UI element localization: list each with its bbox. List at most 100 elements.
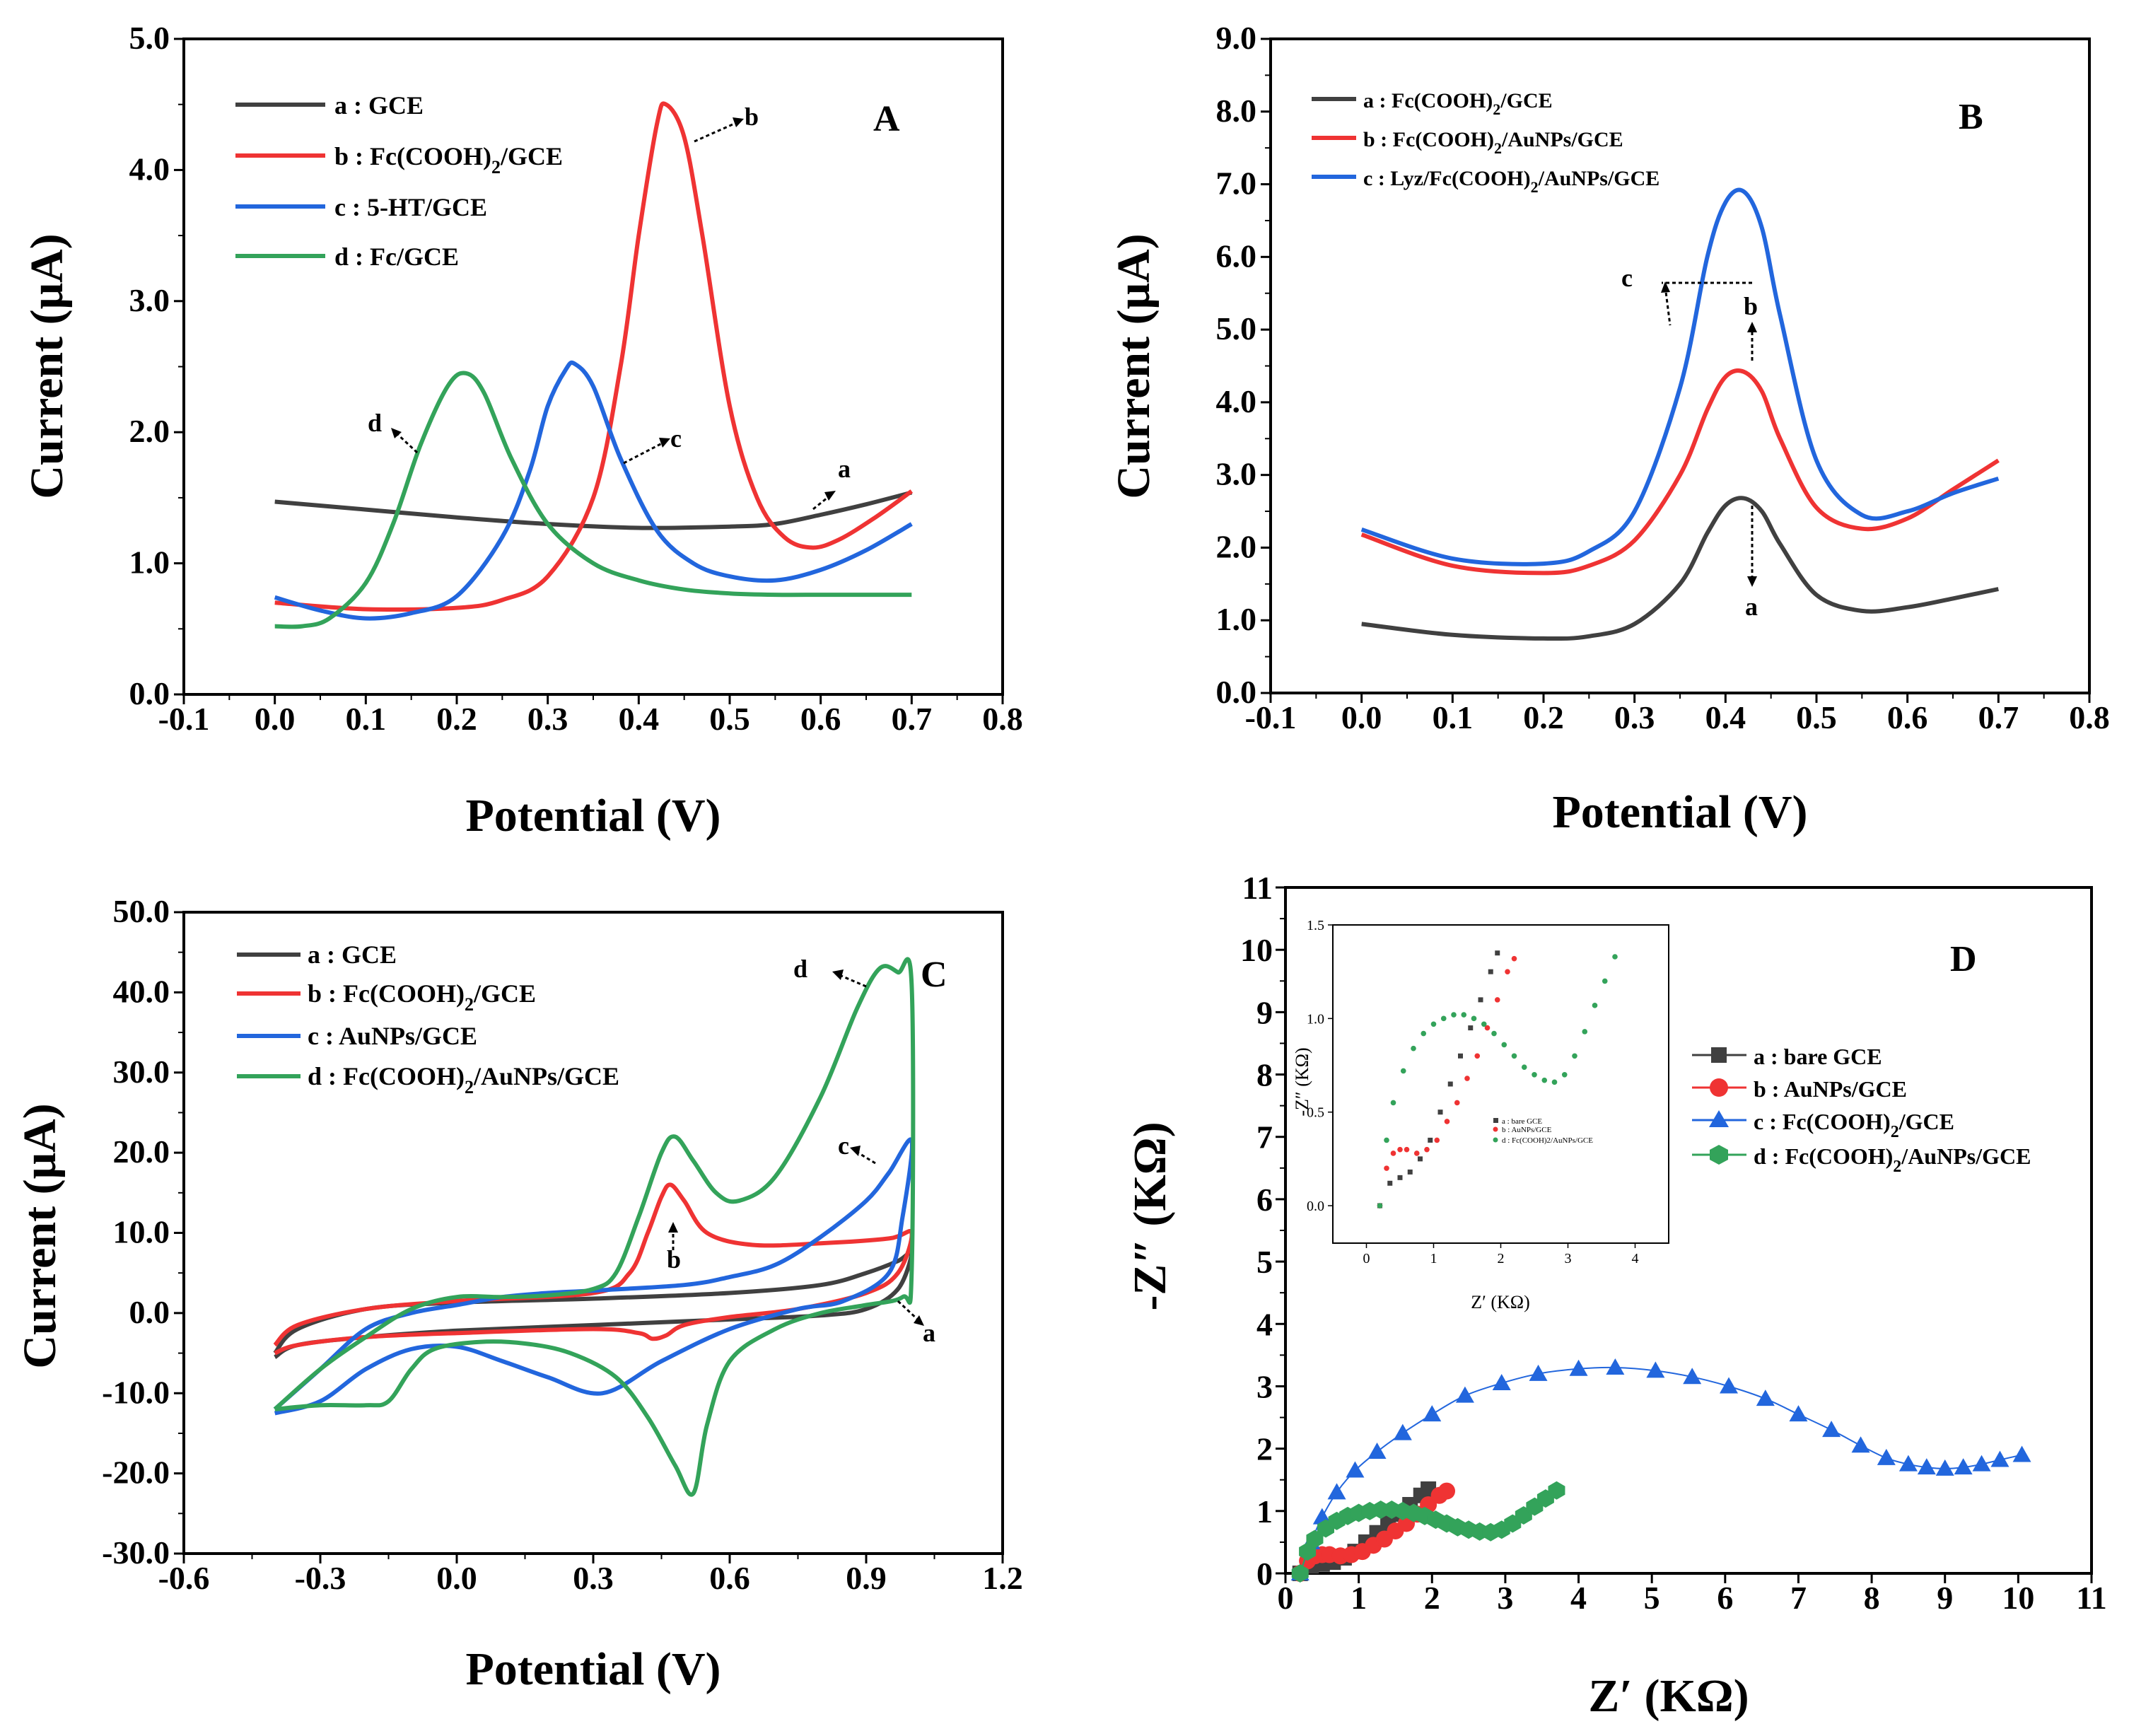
panel-c-annotation-d: d: [793, 955, 807, 983]
y-tick-label: 20.0: [113, 1134, 170, 1170]
data-point: [1789, 1405, 1808, 1422]
panel-d-inset-x-axis-title: Z′ (KΩ): [1471, 1292, 1529, 1312]
inset-data-point: [1434, 1137, 1440, 1143]
inset-data-point: [1501, 1042, 1507, 1048]
inset-data-point: [1464, 1076, 1470, 1081]
y-tick-label: 5.0: [129, 20, 170, 56]
inset-data-point: [1491, 1030, 1497, 1037]
panel-a-annotations: b c a d: [368, 103, 851, 511]
x-tick-label: 7: [1790, 1580, 1807, 1616]
x-tick-label: -0.6: [158, 1560, 210, 1596]
inset-data-point: [1561, 1071, 1568, 1078]
series-line-c: [1360, 187, 2000, 566]
x-tick-label: 0: [1278, 1580, 1294, 1616]
x-tick-label: -0.1: [158, 701, 210, 737]
y-tick-label: -10.0: [102, 1374, 170, 1410]
data-point: [1935, 1459, 1954, 1476]
inset-data-point: [1481, 1021, 1487, 1027]
panel-b-legend: a : Fc(COOH)2/GCE b : Fc(COOH)2/AuNPs/GC…: [1312, 89, 1660, 196]
panel-d-legend: a : bare GCE b : AuNPs/GCE c : Fc(COOH)2…: [1692, 1044, 2031, 1176]
x-tick-label: 9: [1937, 1580, 1953, 1616]
panel-a-legend-label-d: d : Fc/GCE: [334, 243, 459, 271]
x-tick-label: 0.3: [573, 1560, 614, 1596]
panel-d-inset-frame: [1332, 924, 1669, 1244]
x-tick-label: 0.5: [709, 701, 750, 737]
panel-d-legend-label-b: b : AuNPs/GCE: [1754, 1076, 1907, 1102]
inset-data-point: [1505, 969, 1510, 974]
panel-d-legend-entry-a: a : bare GCE: [1692, 1044, 1882, 1069]
series-line-c: [274, 360, 913, 621]
y-tick-label: 5.0: [1216, 310, 1257, 346]
panel-a: -0.1 0.0 0.1 0.2 0.3 0.4 0.5 0.6 0.7 0.8 0.01.02.…: [21, 20, 1023, 841]
data-point: [1683, 1368, 1702, 1385]
inset-data-point: [1447, 1081, 1453, 1087]
panel-b-y-axis-title: Current (μA): [1108, 233, 1160, 499]
x-tick-label: 0.2: [436, 701, 477, 737]
panel-a-legend-label-a: a : GCE: [334, 91, 424, 120]
panel-c-legend: a : GCE b : Fc(COOH)2/GCE c : AuNPs/GCE …: [237, 940, 619, 1097]
y-tick-label: 7.0: [1216, 165, 1257, 202]
data-point: [1393, 1423, 1412, 1440]
panel-b-annotations: c b a: [1621, 264, 1758, 621]
panel-d-inset-legend-label-b: b : AuNPs/GCE: [1502, 1126, 1552, 1134]
inset-data-point: [1390, 1100, 1396, 1106]
series-d: [1291, 1481, 1565, 1583]
inset-data-point: [1390, 1150, 1396, 1156]
inset-data-point: [1521, 1064, 1527, 1070]
series-line-b: [274, 101, 914, 612]
y-tick-label: 5: [1256, 1244, 1273, 1280]
panel-a-annotation-b: b: [745, 103, 759, 131]
x-tick-label: 0.6: [1887, 699, 1928, 735]
x-tick-label: 0.1: [1433, 699, 1474, 735]
y-tick-label: 2.0: [1216, 528, 1257, 564]
panel-a-x-ticks: -0.1 0.0 0.1 0.2 0.3 0.4 0.5 0.6 0.7 0.8: [158, 694, 1023, 737]
panel-d-legend-label-a: a : bare GCE: [1754, 1044, 1882, 1069]
data-point: [1327, 1483, 1346, 1500]
data-point: [1646, 1361, 1665, 1378]
panel-b-x-ticks: -0.1 0.0 0.1 0.2 0.3 0.4 0.5 0.6 0.7 0.8: [1245, 693, 2110, 735]
inset-data-point: [1387, 1180, 1393, 1186]
x-tick-label: 5: [1644, 1580, 1660, 1616]
series-line-a: [1361, 496, 1999, 641]
y-tick-label: 50.0: [113, 893, 170, 929]
panel-d-legend-entry-b: b : AuNPs/GCE: [1692, 1076, 1907, 1102]
data-point: [1455, 1386, 1474, 1403]
panel-c-frame: [182, 911, 1004, 1555]
panel-a-annotation-a: a: [838, 455, 851, 483]
inset-data-point: [1582, 1029, 1588, 1035]
panel-d-legend-label-d: d : Fc(COOH)2/AuNPs/GCE: [1754, 1143, 2031, 1176]
x-tick-label: 6: [1717, 1580, 1733, 1616]
x-tick-label: 8: [1864, 1580, 1880, 1616]
panel-c-legend-label-d: d : Fc(COOH)2/AuNPs/GCE: [308, 1062, 619, 1097]
panel-b-legend-label-b: b : Fc(COOH)2/AuNPs/GCE: [1363, 128, 1623, 157]
y-tick-label: 8.0: [1216, 93, 1257, 129]
y-tick-label: 3: [1256, 1368, 1273, 1404]
legend-square-marker: [1711, 1047, 1727, 1063]
x-tick-label: 2: [1424, 1580, 1440, 1616]
x-tick-label: 11: [2076, 1580, 2106, 1616]
data-point: [1291, 1564, 1309, 1583]
y-tick-label: 2.0: [129, 413, 170, 449]
x-tick-label: 0.7: [1978, 699, 2019, 735]
panel-d-inset-x-ticks: 0 1 2 3 4: [1363, 1243, 1639, 1266]
panel-b-annotation-a: a: [1745, 593, 1758, 621]
inset-data-point: [1541, 1077, 1548, 1083]
data-point: [1569, 1359, 1588, 1376]
inset-x-tick-label: 3: [1565, 1251, 1572, 1266]
inset-data-point: [1444, 1119, 1450, 1124]
panel-d-inset-legend-label-d: d : Fc(COOH)2/AuNPs/GCE: [1502, 1136, 1593, 1145]
inset-data-point: [1384, 1165, 1389, 1171]
inset-data-point: [1488, 969, 1493, 974]
y-tick-label: 1.0: [1216, 601, 1257, 637]
x-tick-label: 0.0: [436, 1560, 477, 1596]
inset-data-point: [1428, 1137, 1433, 1143]
x-tick-label: 4: [1570, 1580, 1587, 1616]
panel-d-x-ticks: 0 1 2 3 4 5 6 7 8 9 10 11: [1278, 1573, 2107, 1616]
inset-series-b: [1377, 955, 1517, 1208]
data-point: [1756, 1390, 1775, 1406]
y-tick-label: 3.0: [129, 282, 170, 318]
y-tick-label: 0.0: [1216, 674, 1257, 710]
panel-c-annotation-c: c: [838, 1131, 849, 1160]
panel-c-legend-label-a: a : GCE: [308, 940, 397, 969]
